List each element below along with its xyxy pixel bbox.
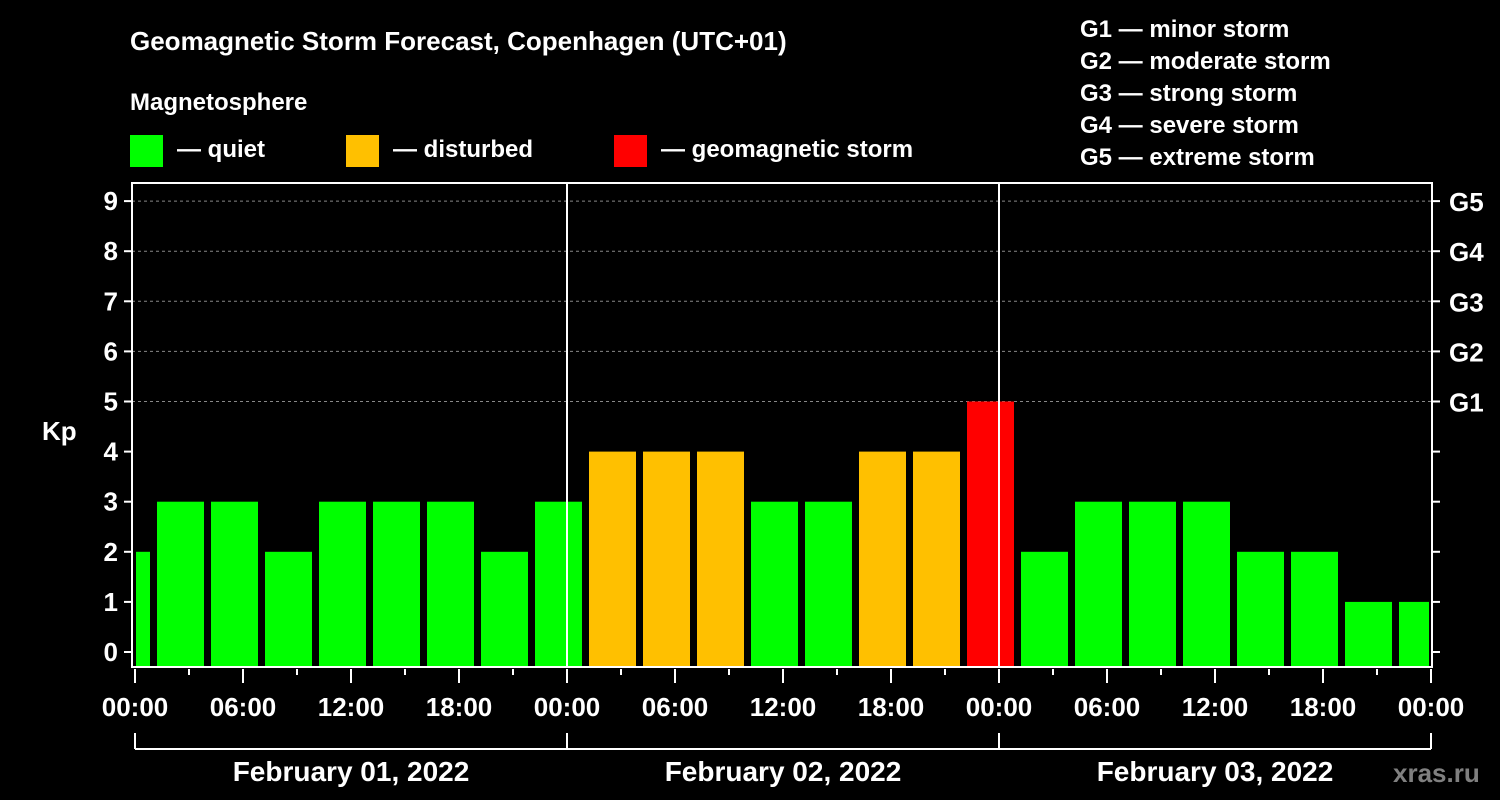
x-tick-label: 00:00 [102, 692, 169, 722]
g-scale-label: G3 [1449, 287, 1484, 317]
y-tick-label: 3 [104, 487, 118, 517]
kp-bar-7 [481, 551, 528, 667]
kp-bar-22 [1291, 551, 1338, 667]
kp-bar-21 [1237, 551, 1284, 667]
y-tick-label: 5 [104, 387, 118, 417]
legend-label: — disturbed [393, 136, 533, 163]
day-label: February 01, 2022 [233, 756, 470, 787]
legend-label: — geomagnetic storm [661, 136, 913, 163]
storm-scale-legend: G1 — minor storm G2 — moderate storm G3 — … [1080, 16, 1331, 171]
kp-bar-5 [373, 501, 420, 667]
kp-bar-6 [427, 501, 474, 667]
g-scale-label: G1 [1449, 388, 1484, 418]
kp-bar-1 [157, 501, 204, 667]
y-axis-label: Kp [42, 416, 77, 446]
legend: — quiet — disturbed — geomagnetic storm [130, 135, 913, 167]
x-tick-label: 12:00 [1182, 692, 1249, 722]
storm-scale-item: G5 — extreme storm [1080, 144, 1315, 171]
day-label: February 03, 2022 [1097, 756, 1334, 787]
x-tick-label: 06:00 [210, 692, 277, 722]
kp-bar-19 [1129, 501, 1176, 667]
kp-bar-13 [805, 501, 852, 667]
y-tick-label: 4 [104, 437, 119, 467]
y-tick-label: 0 [104, 637, 118, 667]
kp-bar-16 [967, 401, 1014, 667]
x-tick-label: 06:00 [642, 692, 709, 722]
x-tick-label: 18:00 [1290, 692, 1357, 722]
y-tick-label: 9 [104, 186, 118, 216]
x-tick-label: 18:00 [426, 692, 493, 722]
storm-scale-item: G2 — moderate storm [1080, 48, 1331, 75]
x-tick-label: 00:00 [1398, 692, 1465, 722]
x-tick-label: 12:00 [318, 692, 385, 722]
y-tick-label: 6 [104, 336, 118, 366]
y-tick-label: 8 [104, 236, 118, 266]
kp-bar-24 [1399, 601, 1429, 667]
x-tick-label: 00:00 [534, 692, 601, 722]
g-scale-label: G2 [1449, 337, 1484, 367]
g-scale-label: G4 [1449, 237, 1484, 267]
kp-bar-17 [1021, 551, 1068, 667]
legend-swatch [614, 135, 647, 167]
legend-swatch [346, 135, 379, 167]
kp-bar-20 [1183, 501, 1230, 667]
g-scale-label: G5 [1449, 187, 1484, 217]
y-tick-label: 1 [104, 587, 118, 617]
kp-bar-3 [265, 551, 312, 667]
bars [136, 401, 1429, 667]
kp-bar-10 [643, 451, 690, 667]
storm-scale-item: G4 — severe storm [1080, 112, 1299, 139]
legend-swatch [130, 135, 163, 167]
x-tick-label: 12:00 [750, 692, 817, 722]
storm-scale-item: G1 — minor storm [1080, 16, 1289, 43]
kp-bar-4 [319, 501, 366, 667]
watermark: xras.ru [1393, 758, 1480, 788]
legend-label: — quiet [177, 136, 265, 163]
chart-title: Geomagnetic Storm Forecast, Copenhagen (… [130, 26, 787, 56]
storm-scale-item: G3 — strong storm [1080, 80, 1297, 107]
legend-title: Magnetosphere [130, 89, 307, 116]
kp-bar-0 [136, 551, 150, 667]
day-label: February 02, 2022 [665, 756, 902, 787]
x-tick-label: 06:00 [1074, 692, 1141, 722]
kp-bar-15 [913, 451, 960, 667]
x-tick-label: 00:00 [966, 692, 1033, 722]
x-tick-label: 18:00 [858, 692, 925, 722]
y-tick-label: 2 [104, 537, 118, 567]
axes: 0 1 2 3 4 5 6 7 8 9 G1 G2 G3 G4 G5 00:00 06:00 12:00 18:00… [102, 182, 1484, 787]
kp-bar-11 [697, 451, 744, 667]
kp-bar-2 [211, 501, 258, 667]
grid [132, 200, 1432, 402]
kp-bar-23 [1345, 601, 1392, 667]
plot-frame [131, 182, 1433, 668]
kp-bar-14 [859, 451, 906, 667]
kp-bar-12 [751, 501, 798, 667]
kp-bar-9 [589, 451, 636, 667]
kp-bar-8 [535, 501, 582, 667]
y-tick-label: 7 [104, 286, 118, 316]
kp-bar-18 [1075, 501, 1122, 667]
